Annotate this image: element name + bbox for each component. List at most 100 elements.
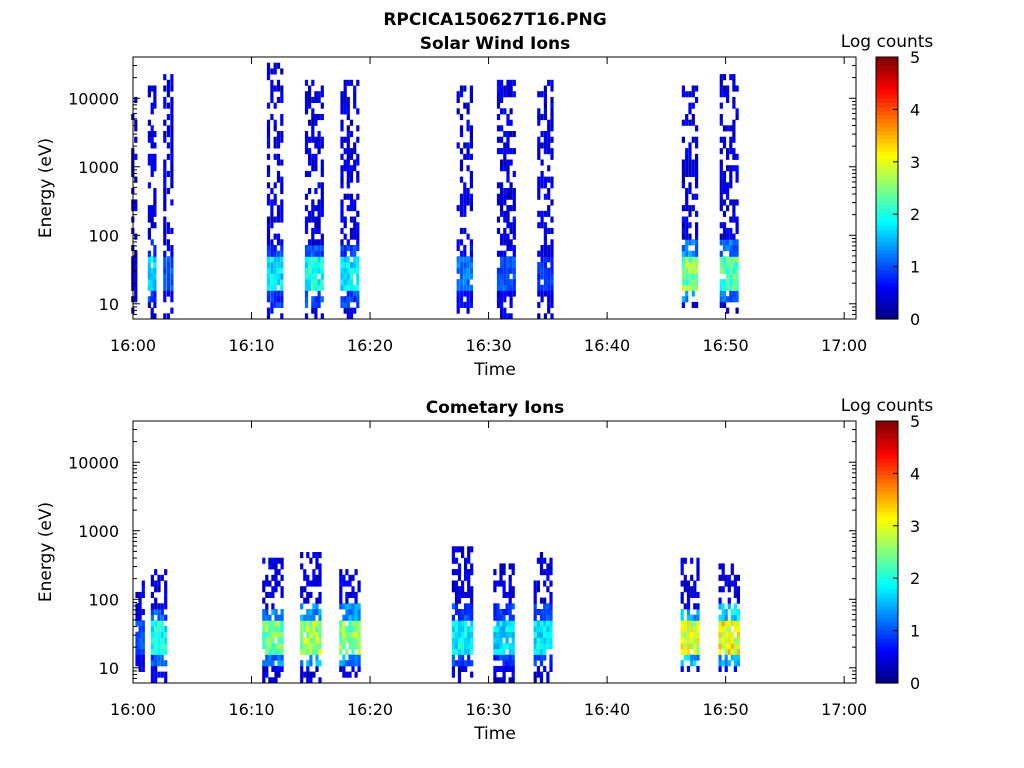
heatmap-cell xyxy=(726,148,730,155)
heatmap-cell xyxy=(349,205,354,212)
heatmap-cell xyxy=(351,637,355,644)
heatmap-cell xyxy=(346,159,350,166)
heatmap-cell xyxy=(719,296,723,303)
heatmap-cell xyxy=(311,199,315,206)
heatmap-cell xyxy=(318,631,322,638)
heatmap-cell xyxy=(512,227,516,234)
heatmap-cell xyxy=(718,648,722,655)
heatmap-cell xyxy=(685,159,689,166)
heatmap-cell xyxy=(463,142,467,149)
heatmap-cell xyxy=(312,574,316,581)
colorbar-swatch xyxy=(876,613,898,619)
heatmap-cell xyxy=(459,267,464,274)
heatmap-cell xyxy=(463,193,467,200)
heatmap-cell xyxy=(543,648,547,655)
heatmap-cell xyxy=(349,296,354,303)
heatmap-cell xyxy=(276,233,281,240)
heatmap-cell xyxy=(459,250,464,257)
heatmap-cell xyxy=(511,665,515,672)
heatmap-cell xyxy=(512,79,516,86)
heatmap-cell xyxy=(349,165,354,172)
heatmap-cell xyxy=(351,614,355,621)
heatmap-cell xyxy=(276,290,281,297)
heatmap-cell xyxy=(547,79,551,86)
heatmap-cell xyxy=(357,620,361,627)
heatmap-cell xyxy=(266,267,271,274)
heatmap-cell xyxy=(512,290,516,297)
heatmap-cell xyxy=(153,85,157,92)
heatmap-cell xyxy=(311,301,315,308)
heatmap-cell xyxy=(508,660,512,667)
heatmap-cell xyxy=(271,643,275,650)
heatmap-cell xyxy=(163,227,167,234)
heatmap-cell xyxy=(736,620,740,627)
heatmap-cell xyxy=(469,245,473,252)
heatmap-cell xyxy=(696,665,700,672)
heatmap-cell xyxy=(547,188,551,195)
colorbar-swatch xyxy=(876,61,898,66)
heatmap-cell xyxy=(309,671,313,678)
colorbar-swatch xyxy=(876,572,898,578)
heatmap-cell xyxy=(280,210,284,217)
heatmap-cell xyxy=(268,631,272,638)
heatmap-cell xyxy=(356,79,360,86)
heatmap-cell xyxy=(503,307,507,314)
colorbar-swatch xyxy=(876,584,898,590)
heatmap-cell xyxy=(509,193,513,200)
heatmap-cell xyxy=(726,239,730,246)
heatmap-cell xyxy=(354,609,358,616)
heatmap-cell xyxy=(736,586,740,593)
heatmap-cell xyxy=(351,631,355,638)
heatmap-cell xyxy=(153,301,157,308)
heatmap-cell xyxy=(509,256,513,263)
heatmap-cell xyxy=(719,74,723,81)
heatmap-cell xyxy=(134,125,138,132)
heatmap-cell xyxy=(543,279,547,286)
heatmap-cell xyxy=(340,267,344,274)
heatmap-cell xyxy=(686,586,691,593)
heatmap-cell xyxy=(317,136,321,143)
heatmap-cell xyxy=(509,245,513,252)
heatmap-cell xyxy=(685,250,689,257)
heatmap-cell xyxy=(722,85,727,92)
heatmap-cell xyxy=(153,267,157,274)
heatmap-cell xyxy=(317,279,321,286)
heatmap-cell xyxy=(454,586,459,593)
heatmap-cell xyxy=(349,153,354,160)
heatmap-cell xyxy=(280,199,284,206)
heatmap-cell xyxy=(688,182,692,189)
heatmap-cell xyxy=(270,188,274,195)
heatmap-cell xyxy=(456,245,460,252)
heatmap-cell xyxy=(339,626,343,633)
heatmap-cell xyxy=(166,273,170,280)
heatmap-cell xyxy=(550,245,554,252)
heatmap-cell xyxy=(502,620,506,627)
heatmap-cell xyxy=(503,142,507,149)
heatmap-cell xyxy=(508,620,512,627)
heatmap-cell xyxy=(147,153,151,160)
heatmap-cell xyxy=(273,256,277,263)
heatmap-cell xyxy=(150,222,154,229)
x-tick-label: 16:10 xyxy=(228,336,274,355)
heatmap-cell xyxy=(696,603,700,610)
heatmap-cell xyxy=(680,591,684,598)
heatmap-cell xyxy=(166,313,170,320)
heatmap-cell xyxy=(736,648,740,655)
heatmap-cell xyxy=(732,79,736,86)
y-tick-label: 10000 xyxy=(68,89,119,108)
colorbar-swatch xyxy=(876,437,898,443)
heatmap-cell xyxy=(318,569,322,576)
heatmap-cell xyxy=(273,102,277,109)
heatmap-cell xyxy=(314,273,318,280)
heatmap-cell xyxy=(306,574,310,581)
heatmap-cell xyxy=(134,119,138,126)
heatmap-cell xyxy=(466,125,470,132)
heatmap-cell xyxy=(340,170,344,177)
colorbar-swatch xyxy=(876,445,898,451)
heatmap-cell xyxy=(550,262,554,269)
heatmap-cell xyxy=(271,660,275,667)
heatmap-cell xyxy=(314,296,318,303)
heatmap-cell xyxy=(153,256,157,263)
heatmap-cell xyxy=(135,614,139,621)
heatmap-cell xyxy=(726,284,730,291)
